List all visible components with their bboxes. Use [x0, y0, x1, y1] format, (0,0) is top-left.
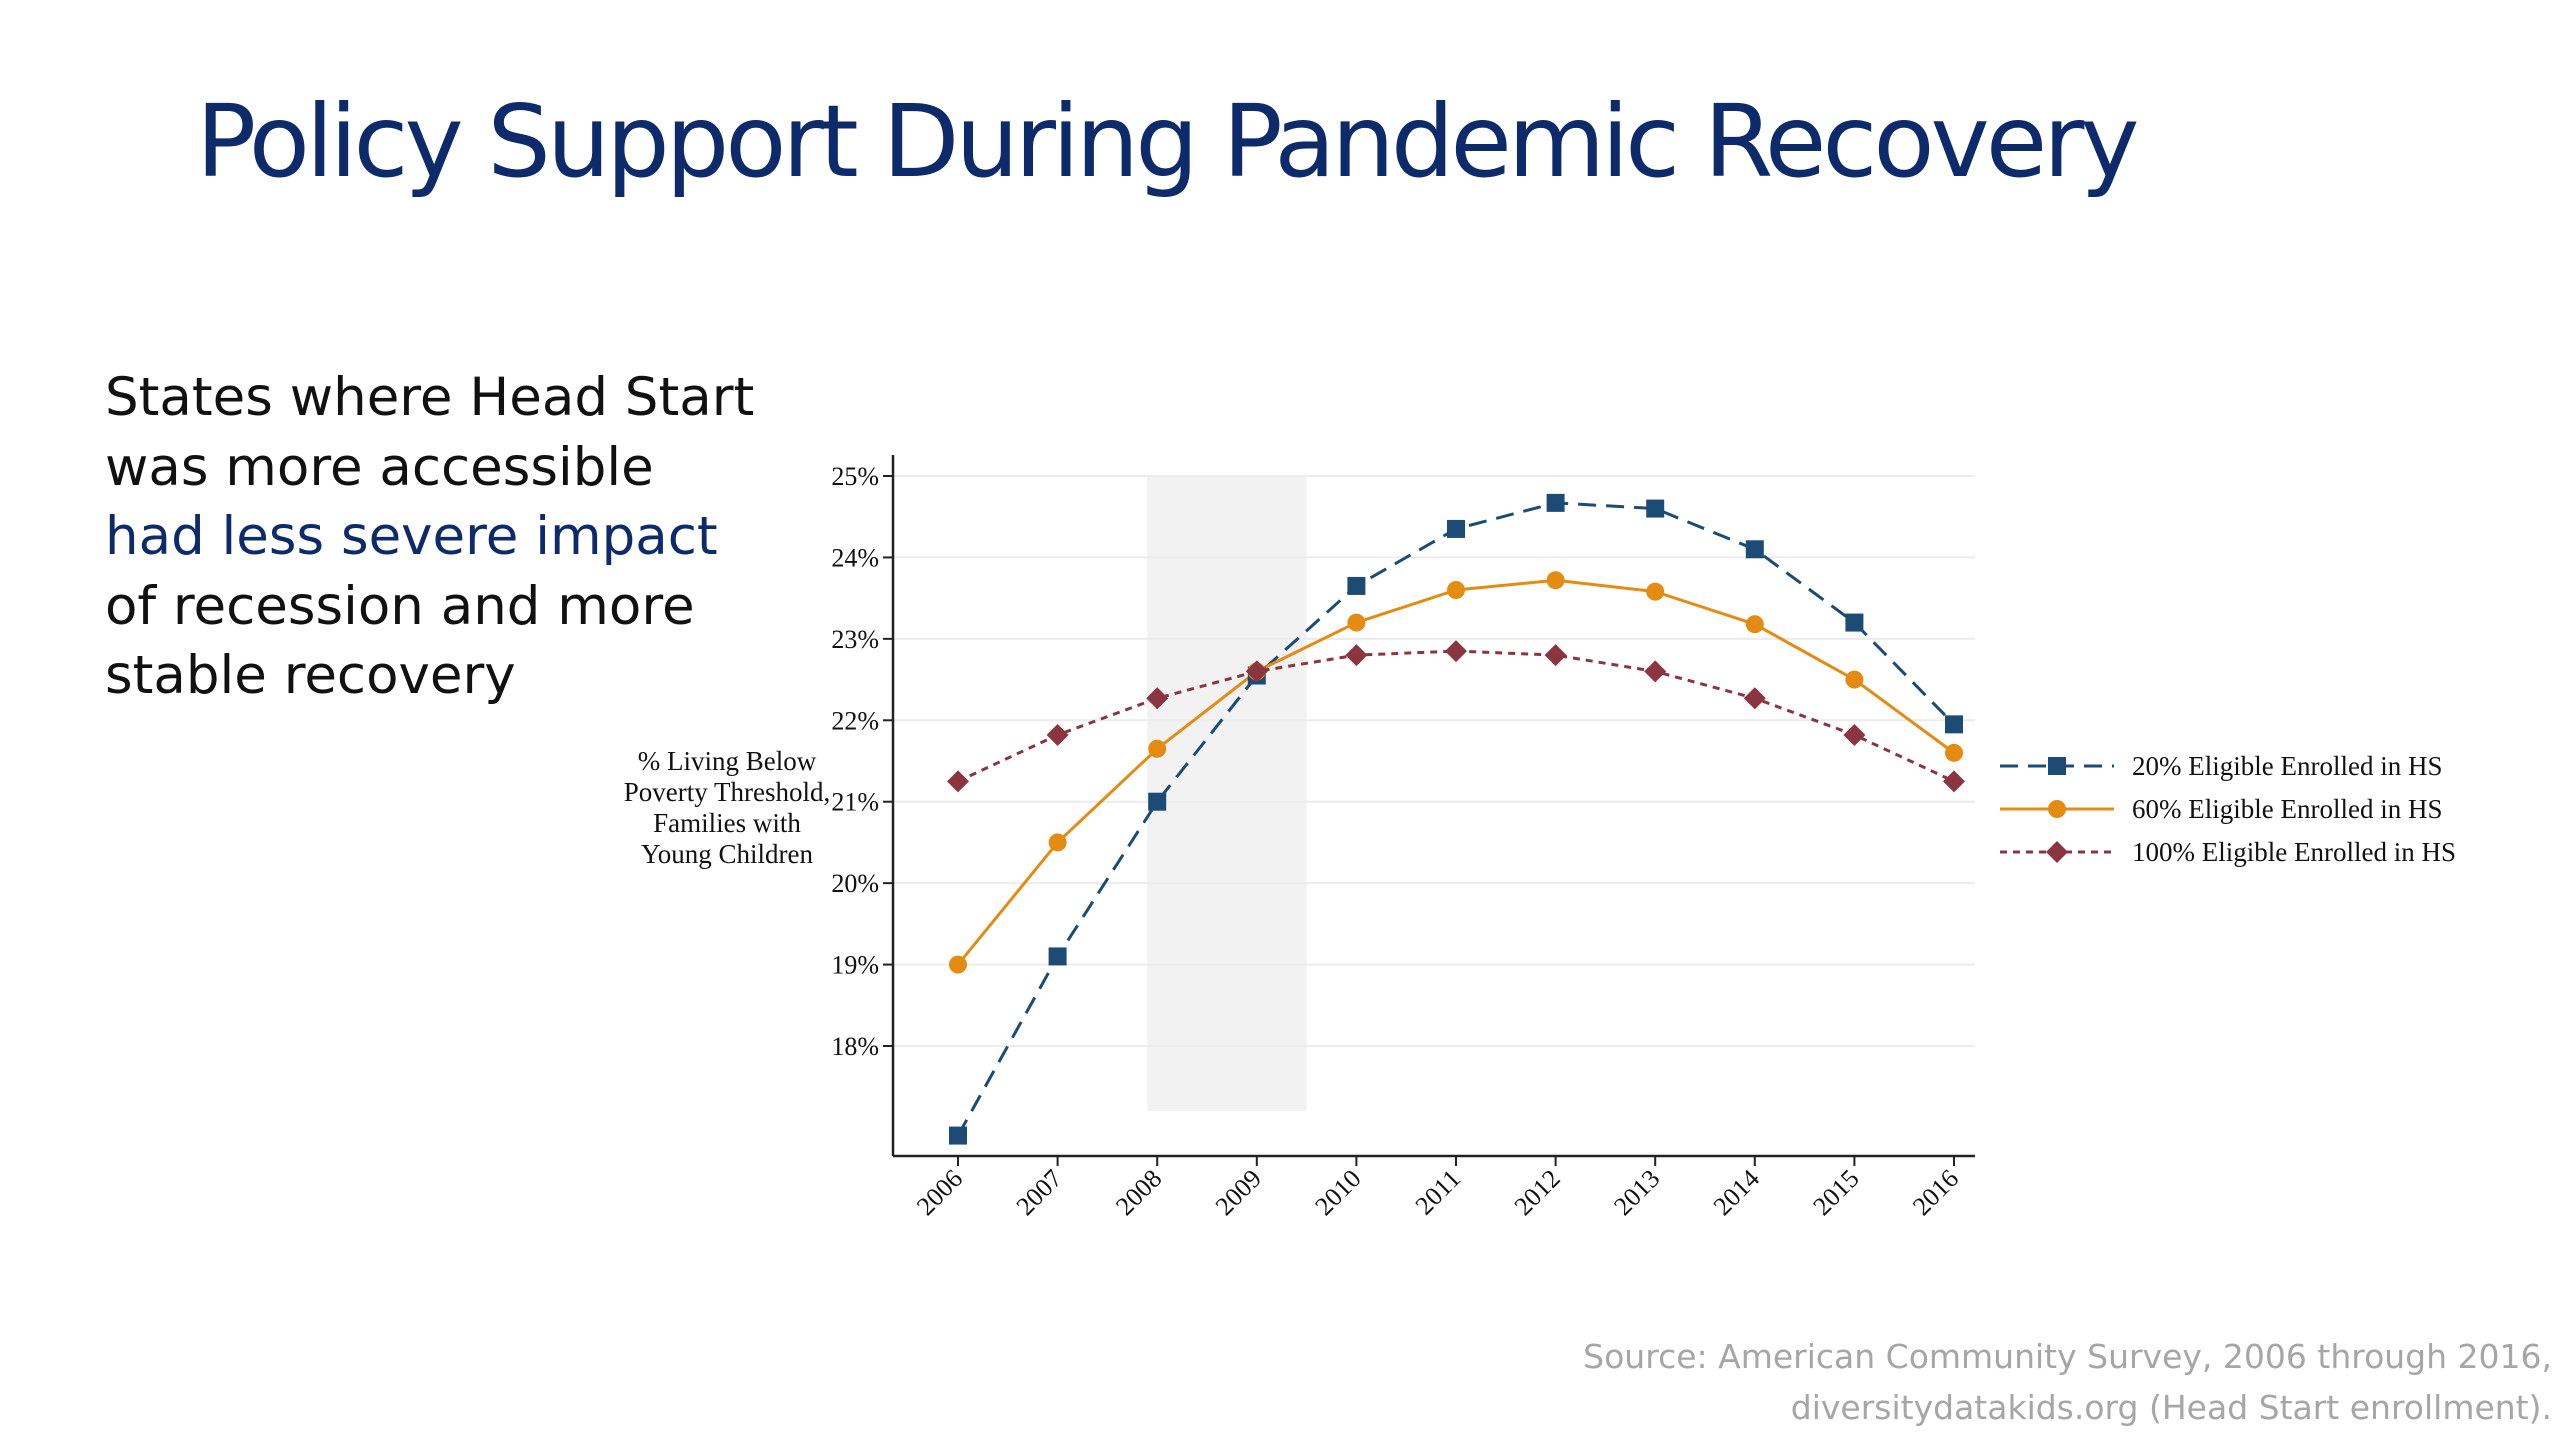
legend-marker	[2048, 757, 2066, 775]
bullet-line: stable recovery	[105, 645, 516, 706]
source-citation: Source: American Community Survey, 2006 …	[1583, 1331, 2552, 1433]
series-line	[957, 649, 1955, 783]
data-point	[1546, 493, 1565, 512]
data-point	[1048, 833, 1067, 852]
x-tick-label: 2011	[1410, 1164, 1467, 1221]
y-tick-label: 20%	[831, 869, 879, 898]
bullet-line: States where Head Start	[105, 367, 755, 428]
x-tick-label: 2012	[1509, 1164, 1566, 1221]
slide-title: Policy Support During Pandemic Recovery	[196, 83, 2140, 200]
data-point	[1347, 576, 1366, 595]
bullet-line: was more accessible	[105, 436, 654, 498]
data-point	[949, 955, 967, 974]
y-axis-label: % Living Below	[638, 746, 817, 776]
data-point	[1345, 644, 1368, 667]
data-point	[947, 770, 969, 793]
legend-label: 100% Eligible Enrolled in HS	[2132, 837, 2456, 867]
bullet-line: of recession and more	[105, 575, 695, 637]
x-tick-label: 2009	[1210, 1164, 1267, 1221]
y-axis-label: Poverty Threshold,	[624, 777, 830, 807]
data-point	[1745, 540, 1764, 559]
x-tick-label: 2007	[1011, 1164, 1068, 1221]
data-point	[1347, 613, 1366, 632]
y-tick-label: 19%	[831, 951, 879, 980]
y-tick-label: 24%	[831, 543, 879, 572]
data-point	[1148, 739, 1167, 758]
data-point	[1646, 499, 1665, 518]
data-point	[1945, 743, 1963, 762]
data-point	[1943, 770, 1965, 793]
source-line: Source: American Community Survey, 2006 …	[1583, 1337, 2552, 1376]
data-point	[1646, 582, 1665, 601]
data-point	[1447, 581, 1465, 599]
legend-marker	[2048, 800, 2066, 818]
bullet-text: States where Head Start was more accessi…	[105, 363, 754, 711]
data-point	[1447, 519, 1465, 538]
data-point	[1245, 660, 1268, 683]
x-tick-label: 2015	[1807, 1164, 1864, 1221]
data-point	[1148, 792, 1167, 811]
data-point	[1445, 640, 1467, 663]
data-point	[1048, 947, 1067, 966]
y-tick-label: 18%	[831, 1032, 879, 1061]
y-axis-label: Young Children	[641, 839, 814, 869]
bullet-line-highlight: had less severe impact	[105, 506, 718, 567]
data-point	[1546, 571, 1565, 590]
legend-marker	[2046, 841, 2068, 863]
data-point	[1046, 723, 1069, 746]
recession-shade	[1147, 476, 1307, 1112]
y-tick-label: 25%	[831, 462, 879, 491]
data-point	[1745, 615, 1764, 634]
data-point	[1743, 687, 1766, 710]
data-point	[1845, 613, 1864, 632]
data-point	[1146, 687, 1169, 710]
legend-label: 20% Eligible Enrolled in HS	[2132, 751, 2442, 781]
data-point	[1945, 715, 1963, 734]
y-tick-label: 21%	[831, 788, 879, 817]
y-tick-label: 22%	[831, 706, 879, 735]
y-axis-label: Families with	[653, 808, 801, 838]
data-point	[1845, 670, 1864, 689]
data-point	[949, 1126, 967, 1145]
x-tick-label: 2014	[1708, 1164, 1765, 1221]
x-tick-label: 2013	[1608, 1164, 1665, 1221]
data-point	[1544, 644, 1567, 667]
source-line: diversitydatakids.org (Head Start enroll…	[1790, 1388, 2552, 1427]
legend-label: 60% Eligible Enrolled in HS	[2132, 794, 2442, 824]
data-point	[1644, 660, 1667, 683]
x-tick-label: 2006	[911, 1164, 968, 1221]
y-tick-label: 23%	[831, 625, 879, 654]
x-tick-label: 2010	[1309, 1164, 1366, 1221]
data-point	[1843, 723, 1866, 746]
x-tick-label: 2008	[1110, 1164, 1167, 1221]
x-tick-label: 2016	[1907, 1164, 1964, 1221]
